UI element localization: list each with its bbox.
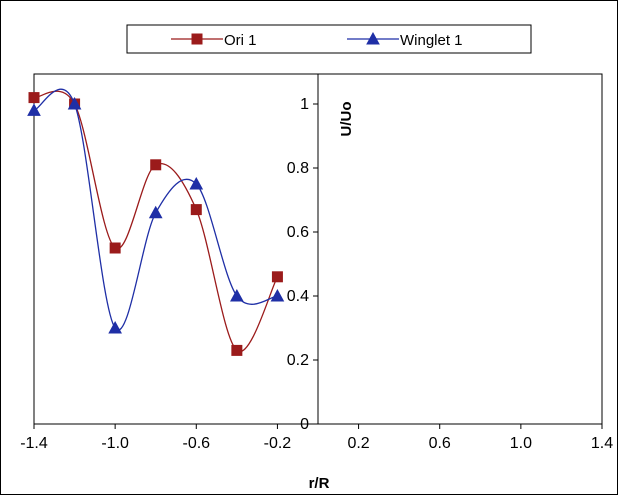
y-axis-title: U/Uo xyxy=(338,102,355,137)
y-tick-label: 0.2 xyxy=(287,352,309,369)
x-tick-label: 0.6 xyxy=(429,435,451,452)
series-layer xyxy=(27,88,285,356)
y-tick-label: 1 xyxy=(300,96,309,113)
y-tick-label: 0 xyxy=(300,416,309,433)
data-point xyxy=(28,92,40,104)
legend-label: Winglet 1 xyxy=(400,32,463,49)
series-2 xyxy=(27,88,285,334)
legend: Ori 1 Winglet 1 xyxy=(126,24,532,54)
data-point xyxy=(148,205,163,219)
x-axis-title: r/R xyxy=(309,475,330,492)
data-point xyxy=(108,320,122,334)
data-point xyxy=(189,176,204,190)
y-tick-label: 0.4 xyxy=(287,288,309,305)
data-point xyxy=(270,288,285,302)
y-tick-label: 0.6 xyxy=(287,224,309,241)
legend-marker xyxy=(191,33,203,45)
legend-label: Ori 1 xyxy=(224,32,257,49)
data-point xyxy=(190,204,202,216)
y-tick-label: 0.8 xyxy=(287,160,309,177)
data-point xyxy=(109,242,121,254)
x-tick-label: -0.2 xyxy=(264,435,292,452)
data-point xyxy=(67,96,82,110)
legend-marker xyxy=(366,31,380,45)
data-point xyxy=(150,159,162,171)
data-point xyxy=(27,103,41,116)
data-point xyxy=(231,344,243,356)
data-point xyxy=(271,271,283,283)
x-tick-label: 0.2 xyxy=(347,435,369,452)
legend-entry: Ori 1 xyxy=(171,32,257,49)
x-tick-label: 1.4 xyxy=(591,435,613,452)
x-tick-label: -0.6 xyxy=(182,435,210,452)
x-tick-label: 1.0 xyxy=(510,435,532,452)
x-tick-label: -1.4 xyxy=(20,435,48,452)
data-point xyxy=(230,288,244,302)
x-tick-label: -1.0 xyxy=(101,435,129,452)
legend-entry: Winglet 1 xyxy=(347,31,463,49)
axes: -1.4 -1.0 -0.6 -0.2 0.2 0.6 1.0 1.4 0 0.2 0.4 0.6 0.… xyxy=(20,74,613,452)
